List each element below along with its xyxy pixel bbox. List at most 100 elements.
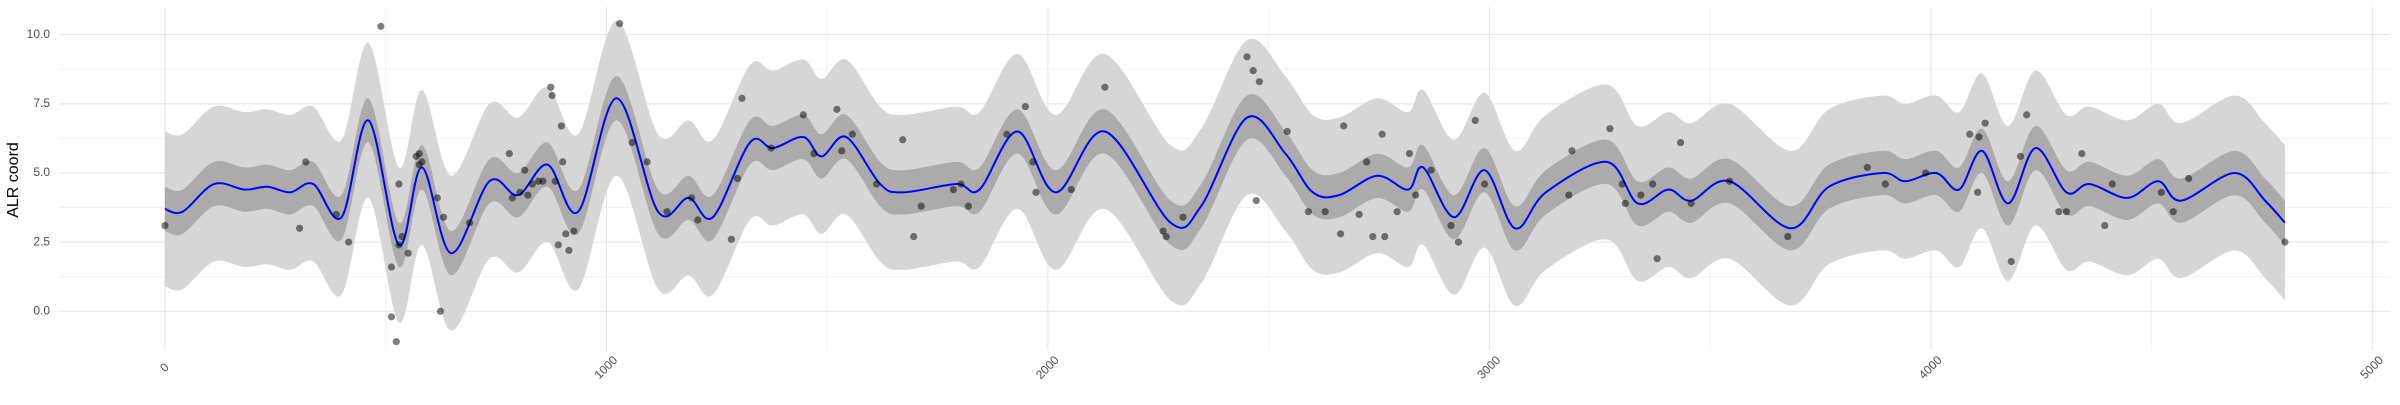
data-point (964, 202, 973, 210)
data-point (1687, 199, 1695, 207)
y-tick-label: 7.5 (33, 96, 50, 110)
data-point (2023, 111, 2031, 119)
data-point (551, 177, 559, 185)
data-point (767, 144, 775, 152)
data-point (1340, 122, 1348, 130)
data-point (1784, 232, 1792, 241)
data-point (616, 19, 624, 28)
data-point (1447, 221, 1455, 230)
data-point (433, 194, 441, 202)
data-point (570, 227, 578, 235)
data-point (848, 130, 856, 138)
data-point (436, 307, 445, 315)
x-tick-label: 5000 (2357, 353, 2386, 382)
data-point (2016, 152, 2025, 160)
y-tick-label: 10.0 (27, 27, 51, 41)
data-point (528, 180, 536, 188)
data-point (2108, 180, 2116, 188)
data-point (1981, 119, 1989, 127)
confidence-band (164, 76, 2285, 276)
data-point (694, 216, 702, 224)
data-point (1676, 138, 1685, 147)
mean-line (164, 97, 2286, 255)
data-point (1252, 197, 1260, 205)
data-point (957, 180, 965, 188)
data-point (727, 235, 735, 243)
data-point (910, 232, 918, 241)
data-point (1355, 210, 1363, 219)
data-point (1975, 133, 1983, 141)
data-point (1618, 180, 1626, 188)
data-point (917, 202, 925, 210)
y-tick-label: 5.0 (33, 165, 50, 179)
data-point (398, 232, 406, 241)
data-point (392, 338, 400, 346)
data-point (508, 194, 516, 202)
data-point (2101, 221, 2109, 230)
data-point (1101, 83, 1109, 91)
data-point (1863, 163, 1871, 172)
data-point (557, 122, 566, 130)
x-tick-label: 1000 (591, 353, 620, 382)
data-point (1881, 180, 1889, 188)
data-point (439, 213, 448, 221)
data-point (1337, 230, 1345, 238)
data-point (387, 313, 396, 321)
data-point (1606, 125, 1614, 133)
data-point (1249, 67, 1257, 75)
data-point (1179, 213, 1187, 221)
data-point (332, 210, 340, 219)
data-point (554, 241, 562, 249)
x-tick-label: 3000 (1474, 353, 1503, 382)
data-point (2007, 257, 2015, 266)
data-point (1471, 116, 1479, 125)
data-point (2078, 150, 2086, 158)
data-point (415, 150, 423, 158)
data-point (688, 194, 696, 202)
data-point (628, 138, 636, 147)
data-point (1283, 127, 1291, 136)
x-tick-label: 0 (157, 360, 172, 375)
data-point (899, 136, 907, 144)
data-point (1405, 150, 1414, 158)
data-point (833, 105, 841, 113)
data-point (1321, 208, 1329, 216)
data-point (547, 83, 555, 91)
data-point (559, 158, 567, 166)
data-point (663, 208, 671, 216)
data-point (2281, 238, 2289, 246)
data-point (1565, 191, 1573, 199)
data-point (395, 180, 403, 188)
data-point (1653, 255, 1661, 263)
data-point (1454, 238, 1463, 246)
data-point (521, 166, 529, 174)
data-point (1393, 208, 1401, 216)
data-point (516, 188, 524, 196)
data-point (1243, 53, 1251, 61)
data-point (2185, 174, 2193, 183)
data-point (873, 180, 881, 188)
data-point (539, 177, 547, 185)
data-point (302, 158, 310, 166)
data-point (1649, 180, 1657, 188)
data-point (404, 249, 412, 257)
data-point (2062, 208, 2070, 216)
x-tick-label: 4000 (1916, 353, 1945, 382)
data-point (1725, 177, 1734, 185)
data-point (1412, 191, 1420, 199)
data-point (2169, 208, 2177, 216)
y-tick-label: 0.0 (33, 303, 50, 317)
data-point (1159, 227, 1167, 235)
data-point (1032, 188, 1040, 196)
data-point (387, 263, 396, 271)
data-point (1067, 185, 1075, 194)
data-point (1621, 199, 1629, 207)
data-point (1378, 130, 1386, 138)
data-point (161, 221, 169, 230)
data-point (1255, 78, 1263, 86)
data-point (1427, 166, 1435, 174)
x-tick-label: 2000 (1033, 353, 1062, 382)
data-point (799, 111, 807, 119)
data-point (1966, 130, 1974, 138)
